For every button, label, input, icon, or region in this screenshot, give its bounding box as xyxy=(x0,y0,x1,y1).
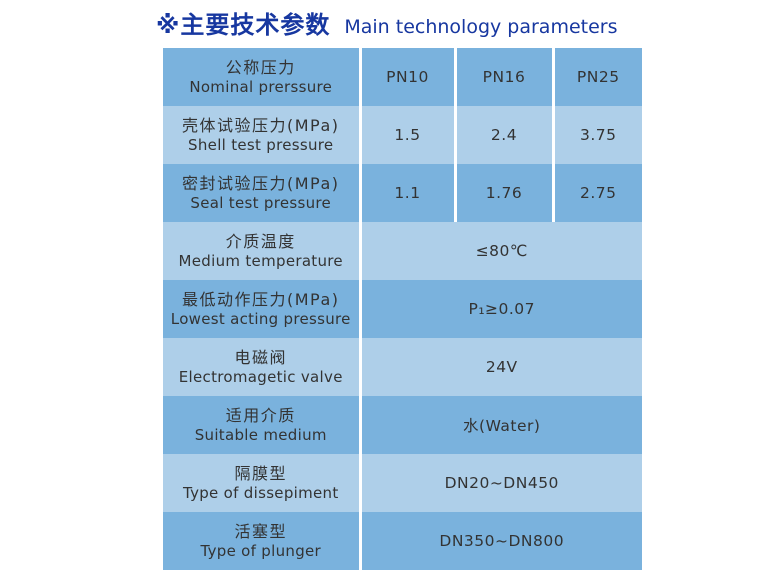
param-label-zh: 密封试验压力(MPa) xyxy=(181,174,340,193)
param-label-zh: 活塞型 xyxy=(234,522,287,541)
param-value-cell: 水(Water) xyxy=(358,396,642,454)
param-label-zh: 介质温度 xyxy=(225,232,296,251)
param-value-cell: 24V xyxy=(358,338,642,396)
param-label-en: Nominal prerssure xyxy=(189,78,333,96)
table-row-type-of-plunger: 活塞型 Type of plunger DN350~DN800 xyxy=(163,512,642,570)
table-row-shell-test-pressure: 壳体试验压力(MPa) Shell test pressure 1.5 2.4 … xyxy=(163,106,642,164)
param-label-en: Electromagetic valve xyxy=(178,368,343,386)
param-label-en: Medium temperature xyxy=(178,252,343,270)
param-label-zh: 适用介质 xyxy=(225,406,296,425)
param-value-cell: P₁≥0.07 xyxy=(358,280,642,338)
param-value-cell: 1.1 xyxy=(358,164,455,222)
param-label-zh: 壳体试验压力(MPa) xyxy=(181,116,340,135)
table-row-seal-test-pressure: 密封试验压力(MPa) Seal test pressure 1.1 1.76 … xyxy=(163,164,642,222)
param-value-cell: ≤80℃ xyxy=(358,222,642,280)
param-value-cell: PN16 xyxy=(453,48,553,106)
table-row-suitable-medium: 适用介质 Suitable medium 水(Water) xyxy=(163,396,642,454)
param-value-cell: 1.76 xyxy=(453,164,553,222)
param-value-cell: PN10 xyxy=(358,48,455,106)
table-row-type-of-dissepiment: 隔膜型 Type of dissepiment DN20~DN450 xyxy=(163,454,642,512)
param-label-en: Shell test pressure xyxy=(188,136,334,154)
param-value-cell: 1.5 xyxy=(358,106,455,164)
param-label-cell: 活塞型 Type of plunger xyxy=(163,512,360,570)
param-label-cell: 壳体试验压力(MPa) Shell test pressure xyxy=(163,106,360,164)
table-row-nominal-pressure: 公称压力 Nominal prerssure PN10 PN16 PN25 xyxy=(163,48,642,106)
param-label-en: Type of plunger xyxy=(200,542,322,560)
param-value-cell: 2.75 xyxy=(551,164,642,222)
param-label-zh: 隔膜型 xyxy=(234,464,287,483)
param-label-cell: 介质温度 Medium temperature xyxy=(163,222,360,280)
page-title-en: Main technology parameters xyxy=(344,16,618,38)
param-label-en: Type of dissepiment xyxy=(182,484,339,502)
param-value-cell: DN20~DN450 xyxy=(358,454,642,512)
param-value-cell: PN25 xyxy=(551,48,642,106)
param-label-en: Seal test pressure xyxy=(190,194,332,212)
param-label-cell: 电磁阀 Electromagetic valve xyxy=(163,338,360,396)
param-label-en: Lowest acting pressure xyxy=(170,310,351,328)
page-title: ※主要技术参数 Main technology parameters xyxy=(156,5,618,40)
table-row-lowest-acting-pressure: 最低动作压力(MPa) Lowest acting pressure P₁≥0.… xyxy=(163,280,642,338)
param-value-cell: 2.4 xyxy=(453,106,553,164)
table-row-electromagnetic-valve: 电磁阀 Electromagetic valve 24V xyxy=(163,338,642,396)
param-label-cell: 隔膜型 Type of dissepiment xyxy=(163,454,360,512)
page-title-zh: ※主要技术参数 xyxy=(156,11,331,39)
param-label-cell: 公称压力 Nominal prerssure xyxy=(163,48,360,106)
param-label-cell: 密封试验压力(MPa) Seal test pressure xyxy=(163,164,360,222)
parameters-table: 公称压力 Nominal prerssure PN10 PN16 PN25 壳体… xyxy=(163,48,642,570)
table-row-medium-temperature: 介质温度 Medium temperature ≤80℃ xyxy=(163,222,642,280)
param-label-zh: 电磁阀 xyxy=(234,348,287,367)
param-label-cell: 适用介质 Suitable medium xyxy=(163,396,360,454)
param-label-en: Suitable medium xyxy=(194,426,327,444)
param-value-cell: DN350~DN800 xyxy=(358,512,642,570)
param-label-cell: 最低动作压力(MPa) Lowest acting pressure xyxy=(163,280,360,338)
param-label-zh: 公称压力 xyxy=(225,58,296,77)
param-value-cell: 3.75 xyxy=(551,106,642,164)
param-label-zh: 最低动作压力(MPa) xyxy=(181,290,340,309)
